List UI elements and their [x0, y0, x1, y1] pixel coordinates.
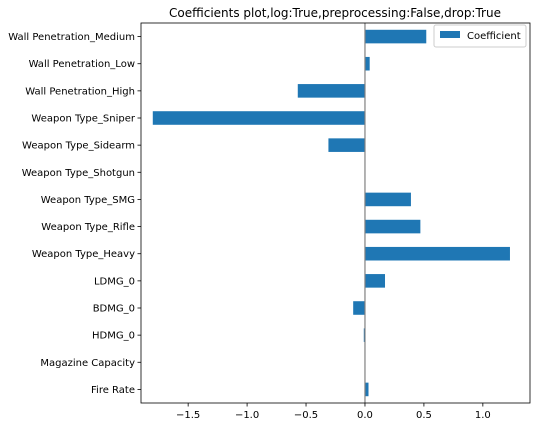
bar-6 — [365, 193, 411, 207]
y-tick-label-6: Weapon Type_SMG — [41, 195, 135, 206]
legend-label: Coefficient — [467, 31, 521, 42]
bar-4 — [328, 138, 365, 152]
y-tick-label-2: Wall Penetration_High — [25, 86, 135, 97]
bar-8 — [365, 247, 510, 261]
bar-9 — [365, 274, 385, 288]
x-tick-label-2: −0.5 — [294, 410, 318, 421]
y-tick-label-5: Weapon Type_Shotgun — [22, 168, 135, 179]
y-tick-label-12: Magazine Capacity — [40, 358, 135, 369]
bar-1 — [365, 57, 370, 71]
y-tick-label-13: Fire Rate — [91, 385, 135, 396]
chart-title: Coefficients plot,log:True,preprocessing… — [169, 6, 501, 20]
y-tick-label-0: Wall Penetration_Medium — [8, 32, 135, 43]
y-tick-label-3: Weapon Type_Sniper — [31, 114, 135, 125]
x-tick-label-0: −1.5 — [176, 410, 200, 421]
bar-3 — [153, 111, 365, 125]
y-tick-label-10: BDMG_0 — [93, 304, 135, 315]
x-tick-label-4: 0.5 — [416, 410, 432, 421]
y-tick-label-7: Weapon Type_Rifle — [41, 222, 135, 233]
bar-10 — [353, 301, 365, 315]
y-tick-label-8: Weapon Type_Heavy — [32, 249, 135, 260]
x-tick-label-5: 1.0 — [475, 410, 491, 421]
bar-0 — [365, 30, 426, 44]
legend-swatch — [440, 31, 460, 38]
y-tick-label-4: Weapon Type_Sidearm — [22, 141, 135, 152]
legend: Coefficient — [434, 25, 526, 47]
y-tick-label-9: LDMG_0 — [94, 276, 135, 287]
x-tick-label-3: 0.0 — [357, 410, 373, 421]
x-tick-label-1: −1.0 — [235, 410, 259, 421]
bar-2 — [298, 84, 365, 98]
y-tick-label-11: HDMG_0 — [92, 331, 135, 342]
bar-7 — [365, 220, 420, 234]
y-tick-label-1: Wall Penetration_Low — [29, 59, 135, 70]
